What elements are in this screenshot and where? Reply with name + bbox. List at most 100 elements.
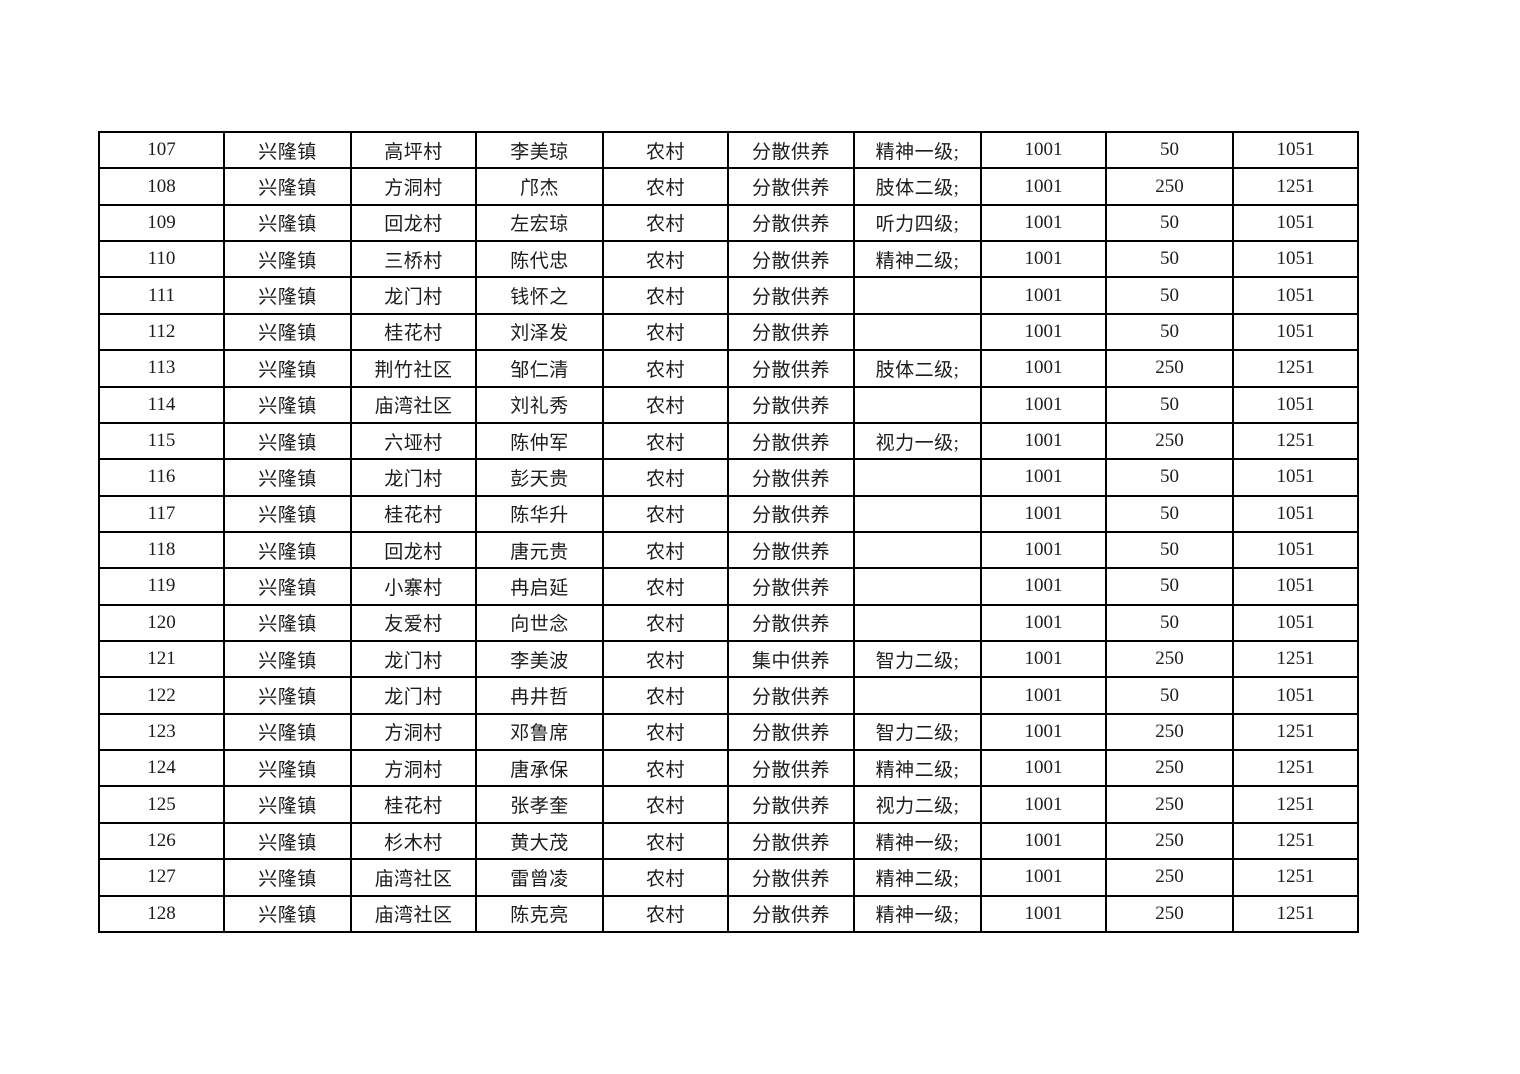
cell-base-amount: 1001	[980, 712, 1107, 752]
cell-total-amount: 1051	[1232, 676, 1359, 715]
cell-village: 杉木村	[350, 821, 477, 861]
cell-town: 兴隆镇	[223, 676, 352, 715]
cell-subsidy-amount: 50	[1105, 458, 1234, 497]
cell-area-type: 农村	[602, 785, 729, 824]
cell-area-type: 农村	[602, 458, 729, 497]
cell-total-amount: 1251	[1232, 858, 1359, 897]
cell-support-type: 分散供养	[727, 312, 855, 352]
cell-subsidy-amount: 50	[1105, 385, 1234, 424]
cell-person-name: 唐元贵	[475, 530, 604, 570]
cell-total-amount: 1251	[1232, 712, 1359, 752]
cell-area-type: 农村	[602, 312, 729, 352]
cell-village: 小寨村	[350, 567, 477, 606]
cell-town: 兴隆镇	[223, 858, 352, 897]
cell-town: 兴隆镇	[223, 567, 352, 606]
cell-person-name: 左宏琼	[475, 203, 604, 243]
table-row: 110 兴隆镇 三桥村 陈代忠 农村 分散供养 精神二级; 1001 50 1051	[98, 240, 1359, 279]
cell-disability-level	[853, 567, 982, 606]
cell-village: 方洞村	[350, 749, 477, 788]
cell-area-type: 农村	[602, 894, 729, 934]
cell-base-amount: 1001	[980, 567, 1107, 606]
cell-seq: 124	[98, 749, 225, 788]
cell-seq: 118	[98, 530, 225, 570]
table-row: 107 兴隆镇 高坪村 李美琼 农村 分散供养 精神一级; 1001 50 1051	[98, 130, 1359, 170]
cell-area-type: 农村	[602, 349, 729, 388]
cell-base-amount: 1001	[980, 167, 1107, 206]
cell-person-name: 李美波	[475, 640, 604, 679]
cell-support-type: 分散供养	[727, 858, 855, 897]
cell-total-amount: 1051	[1232, 458, 1359, 497]
cell-base-amount: 1001	[980, 130, 1107, 170]
table-row: 123 兴隆镇 方洞村 邓鲁席 农村 分散供养 智力二级; 1001 250 1251	[98, 712, 1359, 752]
cell-support-type: 分散供养	[727, 349, 855, 388]
cell-support-type: 分散供养	[727, 821, 855, 861]
cell-subsidy-amount: 50	[1105, 312, 1234, 352]
cell-town: 兴隆镇	[223, 894, 352, 934]
cell-subsidy-amount: 250	[1105, 858, 1234, 897]
cell-subsidy-amount: 250	[1105, 421, 1234, 461]
cell-town: 兴隆镇	[223, 349, 352, 388]
cell-seq: 116	[98, 458, 225, 497]
cell-seq: 126	[98, 821, 225, 861]
cell-person-name: 唐承保	[475, 749, 604, 788]
cell-area-type: 农村	[602, 712, 729, 752]
cell-seq: 111	[98, 276, 225, 315]
cell-disability-level: 精神一级;	[853, 894, 982, 934]
cell-village: 龙门村	[350, 458, 477, 497]
cell-seq: 112	[98, 312, 225, 352]
cell-base-amount: 1001	[980, 203, 1107, 243]
cell-person-name: 冉启延	[475, 567, 604, 606]
table-row: 128 兴隆镇 庙湾社区 陈克亮 农村 分散供养 精神一级; 1001 250 1251	[98, 894, 1359, 934]
cell-total-amount: 1251	[1232, 421, 1359, 461]
table-row: 119 兴隆镇 小寨村 冉启延 农村 分散供养 1001 50 1051	[98, 567, 1359, 606]
cell-subsidy-amount: 250	[1105, 894, 1234, 934]
cell-area-type: 农村	[602, 858, 729, 897]
cell-total-amount: 1051	[1232, 603, 1359, 643]
cell-person-name: 黄大茂	[475, 821, 604, 861]
cell-disability-level	[853, 494, 982, 533]
cell-town: 兴隆镇	[223, 603, 352, 643]
cell-base-amount: 1001	[980, 676, 1107, 715]
cell-disability-level: 智力二级;	[853, 640, 982, 679]
table-row: 125 兴隆镇 桂花村 张孝奎 农村 分散供养 视力二级; 1001 250 1251	[98, 785, 1359, 824]
cell-town: 兴隆镇	[223, 458, 352, 497]
cell-total-amount: 1251	[1232, 349, 1359, 388]
cell-support-type: 分散供养	[727, 130, 855, 170]
cell-village: 龙门村	[350, 676, 477, 715]
cell-town: 兴隆镇	[223, 421, 352, 461]
cell-total-amount: 1051	[1232, 240, 1359, 279]
table-row: 109 兴隆镇 回龙村 左宏琼 农村 分散供养 听力四级; 1001 50 1051	[98, 203, 1359, 243]
cell-seq: 128	[98, 894, 225, 934]
welfare-subsidy-table: 107 兴隆镇 高坪村 李美琼 农村 分散供养 精神一级; 1001 50 1051 108 兴隆镇方…	[98, 130, 1359, 934]
cell-disability-level: 智力二级;	[853, 712, 982, 752]
cell-support-type: 分散供养	[727, 749, 855, 788]
cell-village: 桂花村	[350, 312, 477, 352]
cell-person-name: 陈代忠	[475, 240, 604, 279]
cell-town: 兴隆镇	[223, 494, 352, 533]
cell-town: 兴隆镇	[223, 276, 352, 315]
cell-seq: 113	[98, 349, 225, 388]
cell-total-amount: 1051	[1232, 494, 1359, 533]
cell-area-type: 农村	[602, 603, 729, 643]
cell-total-amount: 1051	[1232, 130, 1359, 170]
cell-town: 兴隆镇	[223, 312, 352, 352]
cell-base-amount: 1001	[980, 858, 1107, 897]
cell-village: 庙湾社区	[350, 858, 477, 897]
cell-area-type: 农村	[602, 530, 729, 570]
table-row: 118 兴隆镇 回龙村 唐元贵 农村 分散供养 1001 50 1051	[98, 530, 1359, 570]
cell-support-type: 分散供养	[727, 458, 855, 497]
cell-seq: 125	[98, 785, 225, 824]
cell-area-type: 农村	[602, 676, 729, 715]
cell-person-name: 向世念	[475, 603, 604, 643]
cell-disability-level	[853, 458, 982, 497]
cell-support-type: 分散供养	[727, 603, 855, 643]
table-row: 115 兴隆镇 六垭村 陈仲军 农村 分散供养 视力一级; 1001 250 1251	[98, 421, 1359, 461]
cell-support-type: 集中供养	[727, 640, 855, 679]
cell-base-amount: 1001	[980, 640, 1107, 679]
cell-subsidy-amount: 50	[1105, 130, 1234, 170]
cell-village: 桂花村	[350, 785, 477, 824]
table-row: 117 兴隆镇 桂花村 陈华升 农村 分散供养 1001 50 1051	[98, 494, 1359, 533]
cell-subsidy-amount: 250	[1105, 712, 1234, 752]
cell-town: 兴隆镇	[223, 130, 352, 170]
cell-base-amount: 1001	[980, 894, 1107, 934]
